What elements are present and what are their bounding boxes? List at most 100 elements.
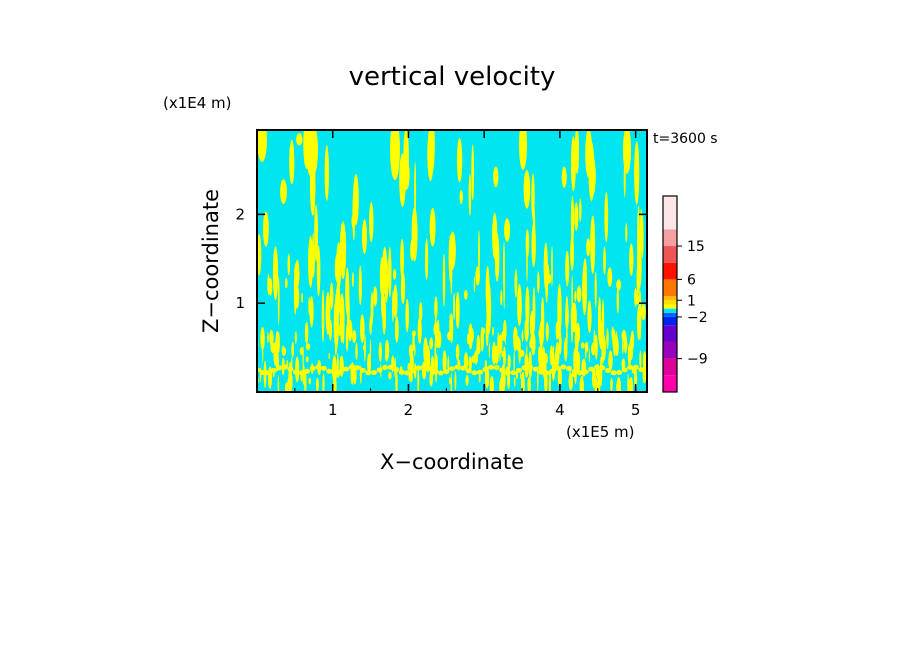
colorbar-swatch [663,229,677,247]
updraft-streak [639,208,643,255]
updraft-streak [362,219,367,255]
updraft-streak [373,286,378,307]
updraft-streak [370,291,374,325]
updraft-cell [326,368,333,374]
updraft-streak [485,317,489,347]
updraft-cell [471,370,478,376]
updraft-cell [639,350,642,369]
updraft-cell [623,334,628,354]
updraft-streak [525,229,530,258]
updraft-cell [513,326,518,352]
updraft-streak [449,231,456,270]
updraft-streak [360,314,365,344]
updraft-cell [634,368,638,389]
updraft-cell [507,354,511,370]
updraft-cell [616,370,623,375]
updraft-streak [287,253,291,276]
updraft-streak [571,275,573,319]
updraft-cell [365,370,372,376]
updraft-cell [545,321,549,342]
updraft-streak [369,316,372,335]
updraft-streak [382,295,387,335]
updraft-streak [346,292,350,333]
updraft-streak [574,130,580,174]
updraft-cell [580,342,585,349]
updraft-streak [275,260,279,279]
updraft-cell [579,375,584,392]
updraft-cell [309,365,316,371]
updraft-cell [305,343,311,351]
updraft-cell [588,366,595,372]
updraft-cell [394,357,397,378]
updraft-cell [605,368,611,373]
colorbar-swatch [663,358,677,376]
updraft-streak [263,211,269,247]
updraft-streak [308,296,311,316]
updraft-streak [400,272,406,304]
updraft-streak [464,289,468,300]
x-axis-label: X−coordinate [380,450,524,474]
updraft-cell [285,382,289,392]
x-tick-label: 1 [328,401,338,419]
updraft-cell [449,376,451,385]
updraft-cell [601,346,604,363]
updraft-cell [530,335,533,348]
updraft-cell [298,370,305,376]
updraft-streak [557,284,562,336]
updraft-cell [622,339,624,354]
updraft-streak [493,166,499,188]
x-tick-label: 4 [555,401,565,419]
updraft-cell [521,365,528,371]
updraft-streak [442,253,446,307]
updraft-streak [272,246,279,301]
updraft-cell [436,319,440,338]
colorbar: −9 −21 6 15 [662,195,708,393]
updraft-cell [597,376,601,392]
updraft-cell [388,371,392,380]
updraft-cell [591,368,597,389]
updraft-cell [526,345,528,358]
x-tick-label: 3 [479,401,489,419]
updraft-cell [538,369,545,375]
updraft-band [519,130,527,170]
updraft-cell [350,371,354,385]
updraft-cell [387,364,394,370]
updraft-streak [329,282,334,310]
updraft-streak [339,293,343,328]
updraft-streak [547,264,550,285]
updraft-streak [321,289,325,343]
updraft-streak [588,141,595,202]
updraft-streak [400,238,404,280]
updraft-streak [478,230,480,278]
updraft-cell [404,370,411,376]
y-axis-ticks: 12 [235,205,647,312]
updraft-streak [603,246,606,275]
updraft-cell [616,381,621,392]
updraft-streak [459,190,463,204]
updraft-streak [410,239,414,261]
updraft-cell [300,374,303,382]
updraft-cell [359,367,366,373]
updraft-streak [517,283,522,326]
updraft-streak [532,287,536,333]
updraft-cell [454,371,457,391]
updraft-cell [557,366,562,388]
updraft-cell [371,370,377,375]
updraft-cell [437,370,444,376]
updraft-streak [434,296,438,320]
positive-velocity-streaks [257,130,647,392]
updraft-streak [336,282,341,317]
updraft-cell [468,356,472,372]
updraft-cell [415,365,422,371]
updraft-cell [527,364,533,370]
updraft-cell [563,337,568,362]
updraft-cell [281,346,287,356]
updraft-streak [492,213,498,259]
updraft-cell [501,350,505,358]
updraft-streak [434,315,437,333]
colorbar-label: −9 [687,352,708,368]
updraft-cell [426,366,433,372]
updraft-cell [334,377,337,392]
x-tick-label: 5 [631,401,641,419]
updraft-streak [523,169,531,209]
